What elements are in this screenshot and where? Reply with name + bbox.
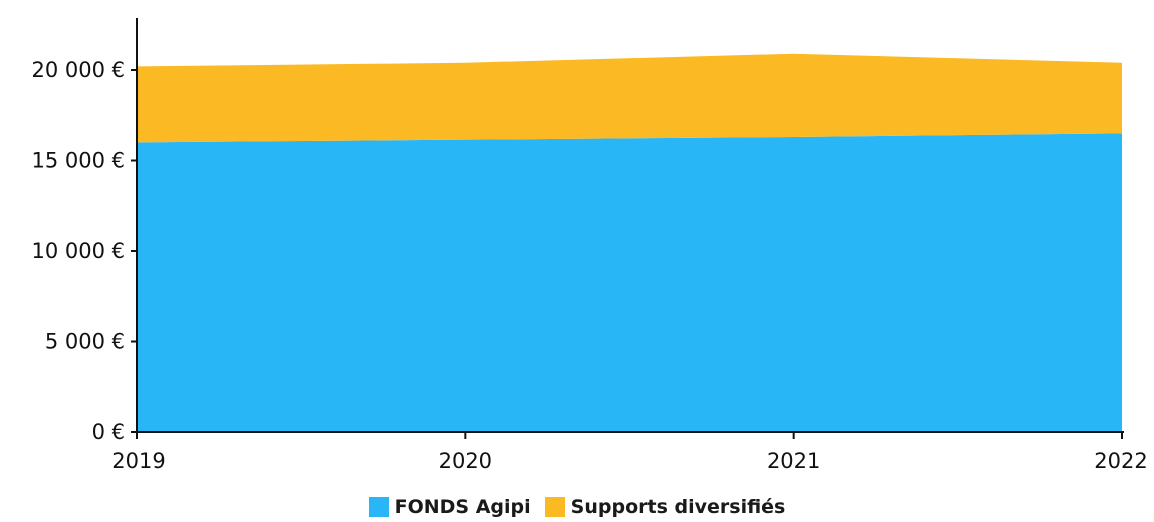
x-tick-label: 2021 — [767, 449, 820, 473]
y-tick-label: 5 000 € — [45, 330, 125, 354]
y-axis-ticks: 0 € 5 000 € 10 000 € 15 000 € 20 000 € — [31, 58, 137, 444]
legend: FONDS Agipi Supports diversifiés — [0, 496, 1154, 518]
x-tick-label: 2019 — [112, 449, 165, 473]
area-series-fonds-agipi[interactable] — [137, 133, 1122, 432]
legend-label-supports-diversifies: Supports diversifiés — [570, 496, 786, 518]
legend-swatch-fonds-agipi — [368, 497, 389, 517]
legend-item-supports-diversifies[interactable]: Supports diversifiés — [544, 496, 786, 518]
y-tick-label: 10 000 € — [31, 239, 125, 263]
area-series-group — [137, 53, 1122, 432]
y-tick-label: 20 000 € — [31, 58, 125, 82]
y-tick-label: 15 000 € — [31, 149, 125, 173]
x-tick-label: 2022 — [1094, 449, 1147, 473]
x-axis-ticks: 2019 2020 2021 2022 — [112, 432, 1148, 473]
legend-item-fonds-agipi[interactable]: FONDS Agipi — [368, 496, 531, 518]
y-tick-label: 0 € — [92, 420, 125, 444]
legend-swatch-supports-diversifies — [544, 497, 565, 517]
area-series-supports-diversifies[interactable] — [137, 53, 1122, 143]
legend-label-fonds-agipi: FONDS Agipi — [394, 496, 531, 518]
axes-group — [136, 18, 1124, 433]
x-tick-label: 2020 — [439, 449, 492, 473]
